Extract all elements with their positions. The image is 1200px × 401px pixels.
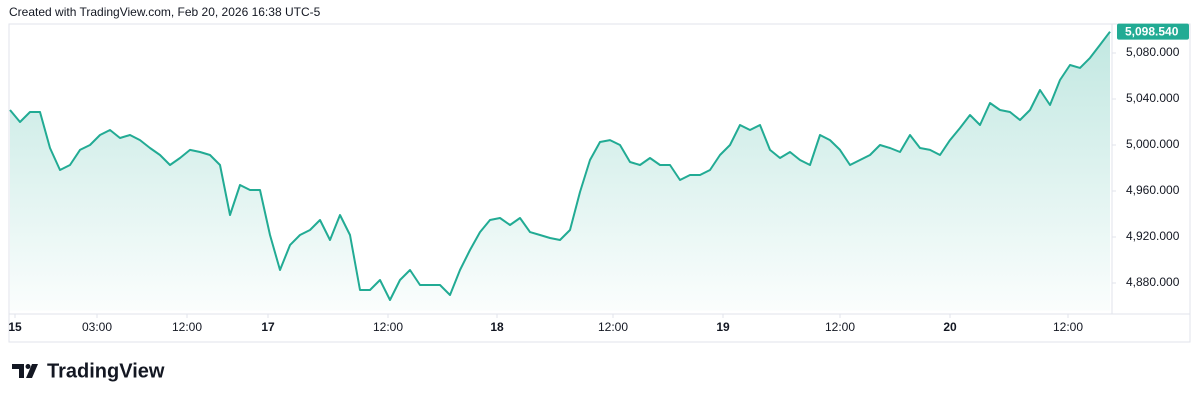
price-line: [9, 31, 1111, 301]
x-tick-label: 12:00: [825, 320, 855, 334]
y-tick-label: 5,040.000: [1126, 91, 1180, 105]
last-price-label: 5,098.540: [1125, 24, 1179, 38]
x-tick-label: 03:00: [82, 320, 112, 334]
x-tick-label: 15: [8, 320, 22, 334]
y-tick-label: 4,960.000: [1126, 183, 1180, 197]
y-tick-label: 4,920.000: [1126, 229, 1180, 243]
y-tick-label: 5,000.000: [1126, 137, 1180, 151]
header-text: Created with TradingView.com, Feb 20, 20…: [9, 5, 321, 19]
brand-name: TradingView: [47, 360, 165, 382]
chart-border: [8, 23, 1191, 343]
area-fill: [10, 31, 1110, 311]
y-tick-label: 4,880.000: [1126, 275, 1180, 289]
x-tick-label: 17: [261, 320, 275, 334]
x-tick-label: 19: [716, 320, 730, 334]
x-tick-label: 12:00: [172, 320, 202, 334]
y-tick-label: 5,080.000: [1126, 45, 1180, 59]
x-tick-label: 20: [943, 320, 957, 334]
brand-logo: [12, 364, 38, 378]
last-price-box: [1117, 23, 1189, 40]
x-tick-label: 12:00: [1053, 320, 1083, 334]
x-tick-label: 12:00: [598, 320, 628, 334]
x-tick-label: 12:00: [373, 320, 403, 334]
x-tick-label: 18: [490, 320, 504, 334]
